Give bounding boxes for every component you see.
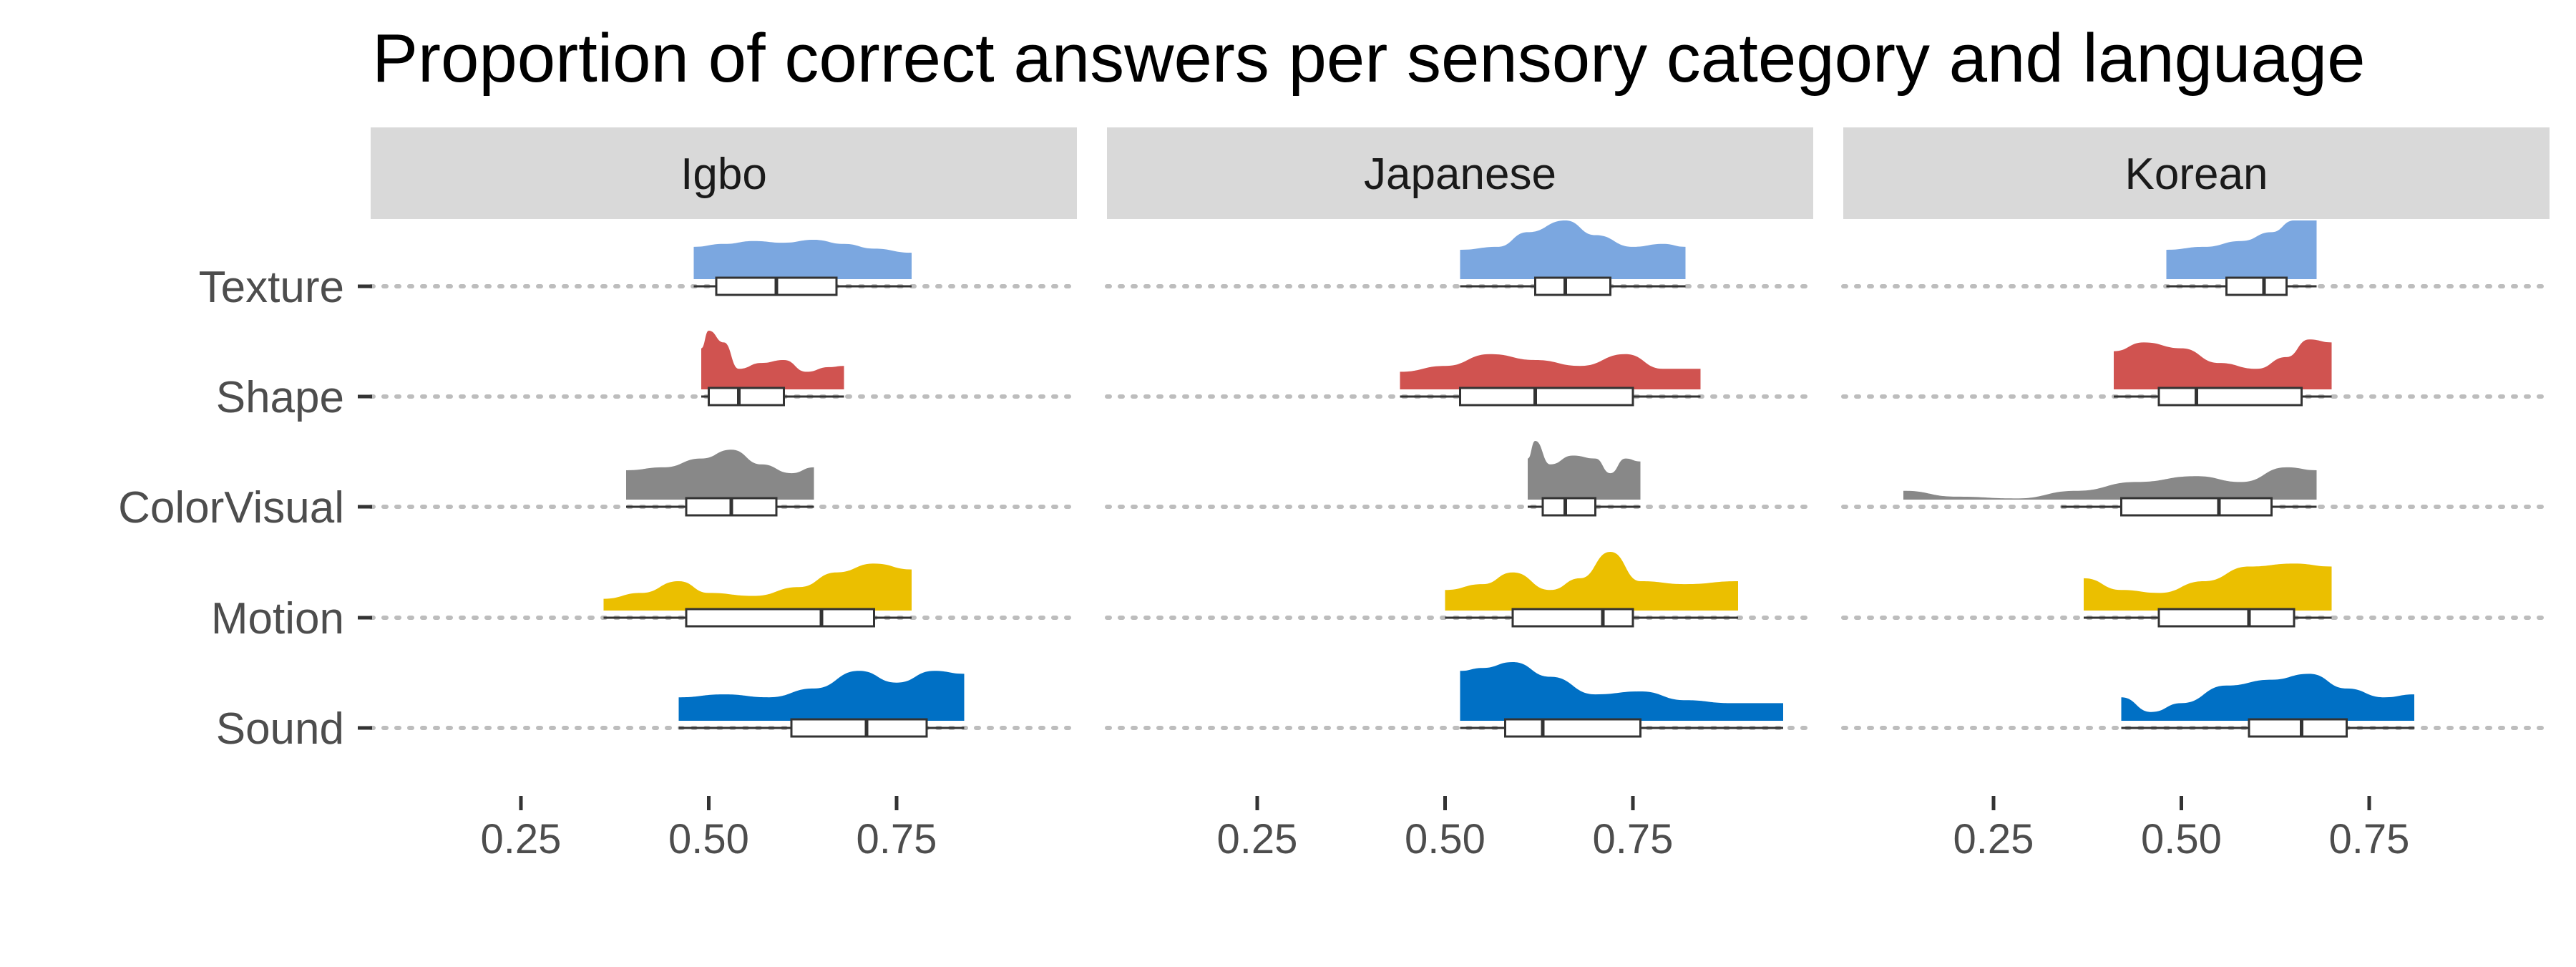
x-tick-label: 0.25 [1217,816,1298,862]
box [790,718,928,738]
strip-background [1107,127,1813,219]
box [2120,497,2273,517]
density-motion [1445,552,1738,611]
density-texture [693,240,912,279]
strip-label: Igbo [680,150,767,199]
strip-background [1843,127,2550,219]
density-texture [1460,220,1686,279]
strip-label: Japanese [1364,150,1556,199]
box [708,387,785,407]
raincloud-texture [1460,220,1686,296]
density-motion [603,563,912,611]
x-tick-label: 0.25 [481,816,562,862]
box [1511,608,1634,628]
x-tick-label: 0.75 [1593,816,1674,862]
category-label-motion: Motion [211,594,344,643]
strip-label: Korean [2125,150,2268,199]
category-axis: Texture Shape ColorVisual Motion Sound [118,263,372,754]
raincloud-sound [1460,662,1783,738]
x-tick-label: 0.50 [2141,816,2222,862]
density-sound [2121,674,2414,721]
density-sound [1460,662,1783,721]
x-tick-label: 0.25 [1953,816,2034,862]
box [2225,276,2288,296]
box [1534,276,1611,296]
raincloud-texture [693,240,912,296]
x-tick-label: 0.75 [857,816,937,862]
box [1504,718,1641,738]
raincloud-motion [1445,552,1738,628]
category-label-shape: Shape [216,373,344,422]
category-label-sound: Sound [216,704,344,754]
density-sound [678,671,965,721]
x-tick-label: 0.75 [2329,816,2410,862]
panel-igbo: Igbo 0.25 0.50 0.75 [369,127,1079,862]
panel-korean: Korean 0.25 0.50 0.75 [1841,127,2552,862]
box [1541,497,1596,517]
density-shape [1400,354,1701,389]
box [2157,608,2296,628]
box [685,608,875,628]
density-texture [2166,220,2317,279]
raincloud-motion [2084,563,2332,628]
box [1459,387,1634,407]
density-colorvisual [1903,467,2317,500]
density-motion [2084,563,2332,611]
raincloud-colorvisual [626,450,814,517]
raincloud-motion [603,563,912,628]
x-tick-label: 0.50 [1405,816,1485,862]
raincloud-sound [2121,674,2414,738]
raincloud-shape [701,331,844,407]
box [2157,387,2303,407]
raincloud-shape [1400,354,1701,407]
box [2248,718,2348,738]
raincloud-shape [2114,339,2332,407]
density-shape [2114,339,2332,389]
raincloud-texture [2166,220,2317,296]
density-shape [701,331,844,389]
raincloud-sound [678,671,965,738]
category-label-colorvisual: ColorVisual [118,483,344,533]
density-colorvisual [1528,441,1641,500]
raincloud-colorvisual [1528,441,1641,517]
category-label-texture: Texture [199,263,344,312]
strip-background [371,127,1077,219]
density-colorvisual [626,450,814,500]
x-tick-label: 0.50 [668,816,749,862]
panel-japanese: Japanese 0.25 0.50 0.75 [1105,127,1815,862]
raincloud-colorvisual [1903,467,2317,517]
chart-title: Proportion of correct answers per sensor… [372,20,2366,97]
